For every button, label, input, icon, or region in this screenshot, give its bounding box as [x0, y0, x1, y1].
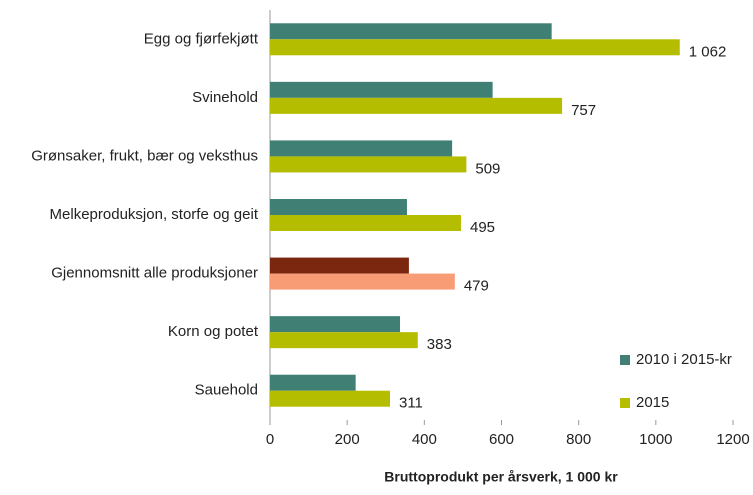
bar: [270, 215, 461, 231]
bar: [270, 257, 409, 274]
data-label: 509: [475, 160, 500, 177]
y-tick-label: Grønsaker, frukt, bær og veksthus: [31, 147, 258, 164]
bar: [270, 374, 356, 391]
y-tick-label: Svinehold: [192, 89, 258, 106]
x-tick-label: 1000: [639, 431, 672, 448]
x-tick-label: 200: [335, 431, 360, 448]
data-label: 383: [427, 336, 452, 353]
y-tick-label: Gjennomsnitt alle produksjoner: [51, 265, 258, 282]
data-label: 311: [399, 395, 423, 412]
bar: [270, 81, 493, 98]
bar: [270, 23, 552, 40]
data-label: 495: [470, 219, 495, 236]
x-tick-label: 600: [489, 431, 514, 448]
y-tick-label: Sauehold: [195, 382, 258, 399]
x-tick-label: 400: [412, 431, 437, 448]
bar: [270, 390, 390, 407]
bar: [270, 273, 455, 290]
data-label: 1 062: [689, 43, 727, 60]
bar: [270, 199, 407, 215]
y-tick-label: Melkeproduksjon, storfe og geit: [50, 206, 259, 223]
x-tick-label: 0: [266, 431, 274, 448]
legend-swatch: [620, 355, 630, 365]
data-label: 757: [571, 102, 596, 119]
y-tick-label: Korn og potet: [168, 323, 259, 340]
legend-swatch: [620, 398, 630, 408]
legend-label: 2015: [636, 394, 669, 411]
legend-label: 2010 i 2015-kr: [636, 351, 732, 368]
x-tick-label: 1200: [716, 431, 749, 448]
x-tick-label: 800: [566, 431, 591, 448]
bar: [270, 39, 680, 56]
bar: [270, 316, 401, 333]
data-label: 479: [464, 278, 489, 295]
bar: [270, 156, 467, 173]
bar: [270, 97, 563, 114]
bar: [270, 140, 453, 157]
bar: [270, 332, 418, 349]
y-tick-label: Egg og fjørfekjøtt: [144, 30, 259, 47]
x-axis-label: Bruttoprodukt per årsverk, 1 000 kr: [384, 469, 618, 485]
